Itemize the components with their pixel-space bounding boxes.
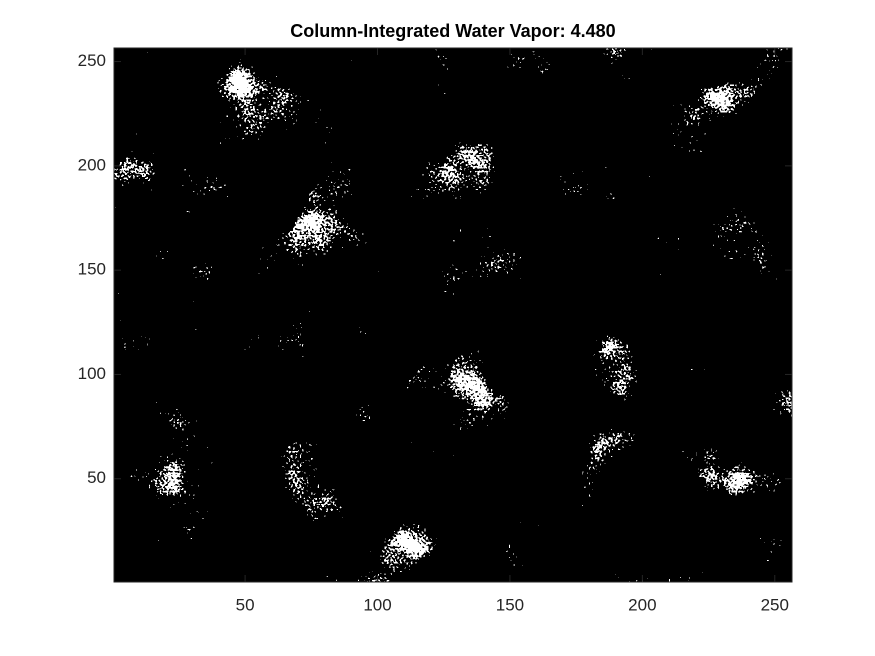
axes-box <box>113 47 793 583</box>
x-tick-label: 50 <box>236 595 255 614</box>
chart-title: Column-Integrated Water Vapor: 4.480 <box>290 21 615 41</box>
x-tick-label: 100 <box>363 595 391 614</box>
x-tick-label: 150 <box>496 595 524 614</box>
x-tick-label: 200 <box>628 595 656 614</box>
x-tick-label: 250 <box>761 595 789 614</box>
y-tick-label: 100 <box>78 364 106 383</box>
image-field <box>114 48 792 582</box>
y-tick-label: 150 <box>78 260 106 279</box>
y-tick-label: 200 <box>78 155 106 174</box>
y-tick-label: 250 <box>78 51 106 70</box>
y-tick-label: 50 <box>87 468 106 487</box>
